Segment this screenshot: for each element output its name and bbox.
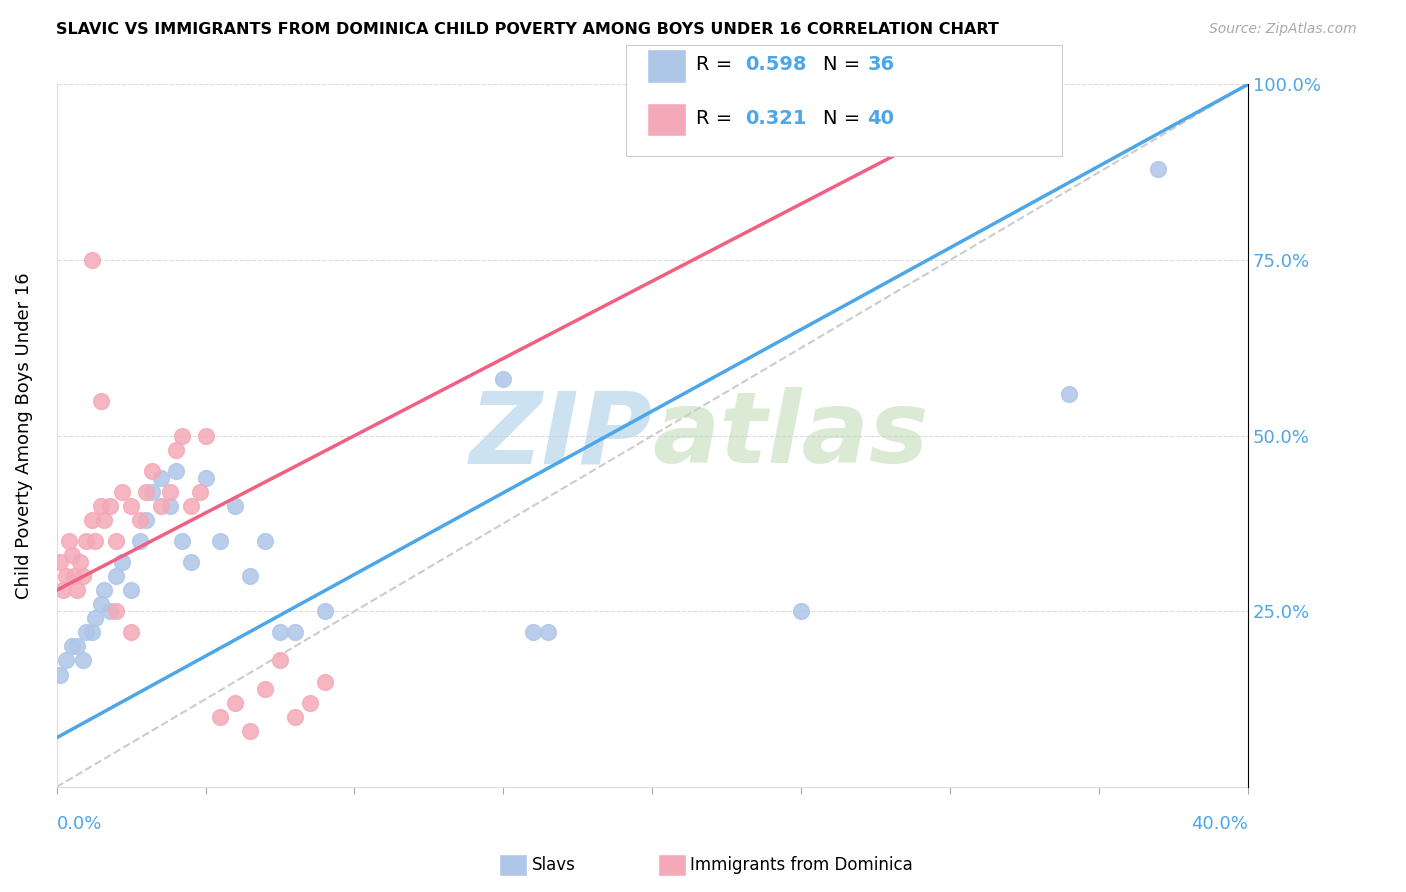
Point [72,569,94,583]
Point [165,442,187,457]
Point [239,723,262,738]
Point [194,471,217,485]
Point [69,555,91,569]
Point [194,428,217,442]
Point [48,667,70,681]
Text: 0.598: 0.598 [745,54,807,74]
Point [120,583,142,598]
Point [141,464,163,478]
Point [72,653,94,667]
Point [224,499,246,513]
Point [82,253,104,268]
Text: Slavs: Slavs [531,855,575,874]
Text: Source: ZipAtlas.com: Source: ZipAtlas.com [1209,22,1357,37]
Point [141,484,163,499]
Point [159,499,181,513]
Point [84,611,107,625]
Point [90,393,112,408]
Point [522,625,544,640]
Point [790,604,813,618]
Text: 40: 40 [868,109,894,128]
Point [60,640,83,654]
Point [120,499,142,513]
Text: R =: R = [696,54,738,74]
Point [60,548,83,562]
Point [209,534,232,549]
Point [180,555,202,569]
Point [188,484,211,499]
Point [537,625,560,640]
Point [1057,386,1080,401]
Point [159,484,181,499]
Text: N =: N = [823,54,866,74]
Point [314,674,336,689]
Text: atlas: atlas [652,387,929,484]
Point [82,625,104,640]
Point [492,372,515,386]
Text: SLAVIC VS IMMIGRANTS FROM DOMINICA CHILD POVERTY AMONG BOYS UNDER 16 CORRELATION: SLAVIC VS IMMIGRANTS FROM DOMINICA CHILD… [56,22,1000,37]
Point [93,583,115,598]
Point [98,604,121,618]
Point [66,640,89,654]
Point [82,513,104,527]
Point [58,534,80,549]
Point [98,499,121,513]
Point [48,555,70,569]
Point [105,569,128,583]
Point [105,534,128,549]
Point [75,534,97,549]
Text: N =: N = [823,109,866,128]
Point [170,534,193,549]
Point [269,625,291,640]
Point [254,681,277,696]
Point [180,499,202,513]
Point [75,625,97,640]
Point [63,569,86,583]
Point [120,625,142,640]
Point [165,464,187,478]
Point [93,513,115,527]
Point [90,499,112,513]
Point [314,604,336,618]
Point [135,513,157,527]
Point [149,471,172,485]
Point [135,484,157,499]
Point [52,583,75,598]
Point [84,534,107,549]
Text: 0.0%: 0.0% [56,815,103,833]
Text: 36: 36 [868,54,894,74]
Point [298,696,321,710]
Point [284,625,307,640]
Point [149,499,172,513]
Point [224,696,246,710]
Y-axis label: Child Poverty Among Boys Under 16: Child Poverty Among Boys Under 16 [15,272,32,599]
Point [66,583,89,598]
Point [105,604,128,618]
Point [254,534,277,549]
Point [111,555,134,569]
Point [55,653,77,667]
Text: 0.321: 0.321 [745,109,807,128]
Point [129,513,152,527]
Text: Immigrants from Dominica: Immigrants from Dominica [690,855,912,874]
Point [269,653,291,667]
Point [129,534,152,549]
Text: ZIP: ZIP [470,387,652,484]
Text: R =: R = [696,109,738,128]
Point [90,597,112,611]
Text: 40.0%: 40.0% [1191,815,1249,833]
Point [170,428,193,442]
Point [1147,161,1170,176]
Point [209,709,232,723]
Point [55,569,77,583]
Point [239,569,262,583]
Point [284,709,307,723]
Point [111,484,134,499]
